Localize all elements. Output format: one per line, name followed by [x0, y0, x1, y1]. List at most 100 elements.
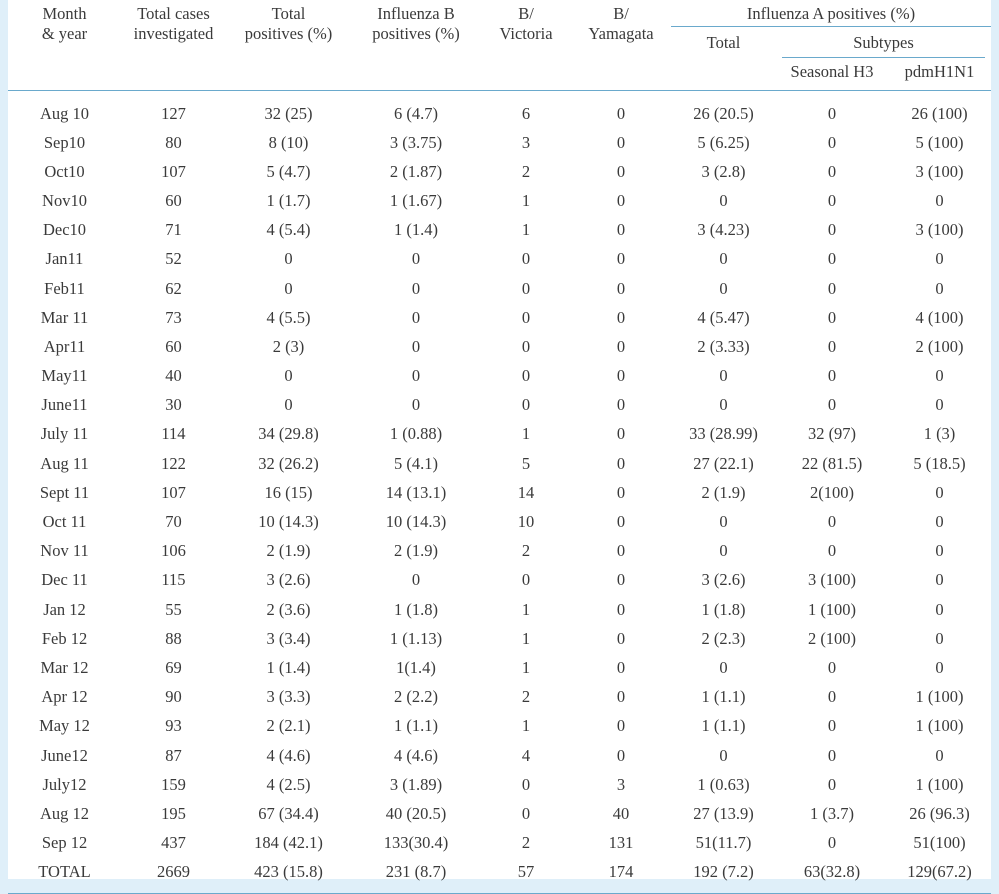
cell-influenza-a-total: 5 (6.25): [697, 132, 750, 152]
cell-seasonal-h3: 0: [827, 512, 837, 532]
cell-influenza-a-total: 0: [719, 512, 728, 532]
cell-influenza-b-positives: 3 (1.89): [389, 774, 443, 794]
cell-b-yamagata: 0: [616, 424, 626, 444]
cell-pdmh1n1: 0: [935, 599, 944, 619]
cell-seasonal-h3: 0: [827, 657, 837, 677]
table-row: May 12 93 2 (2.1) 1 (1.1) 1 0 1 (1.1) 0 1 (100): [8, 712, 991, 741]
cell-b-yamagata: 0: [616, 541, 626, 561]
cell-influenza-a-total: 0: [719, 745, 728, 765]
cell-month-year: Jan 12: [43, 599, 86, 619]
cell-b-yamagata: 0: [616, 570, 626, 590]
cell-total-cases: 87: [165, 745, 182, 765]
cell-pdmh1n1: 3 (100): [915, 161, 964, 181]
table-row: May11 40 0 0 0 0 0 0 0: [8, 362, 991, 391]
cell-month-year: Mar 11: [40, 307, 89, 327]
cell-influenza-b-positives: 40 (20.5): [385, 803, 447, 823]
table-row: Mar 11 73 4 (5.5) 0 0 0 4 (5.47) 0 4 (100): [8, 303, 991, 332]
cell-influenza-a-total: 26 (20.5): [693, 103, 754, 123]
cell-total-cases: 52: [165, 249, 182, 269]
cell-pdmh1n1: 0: [935, 190, 944, 210]
cell-seasonal-h3: 0: [827, 307, 837, 327]
cell-b-victoria: 1: [521, 628, 531, 648]
cell-influenza-a-total: 0: [719, 541, 728, 561]
cell-b-yamagata: 0: [616, 307, 626, 327]
cell-influenza-b-positives: 0: [411, 366, 421, 386]
cell-total-cases: 69: [165, 657, 182, 677]
cell-month-year: Apr 12: [41, 687, 88, 707]
cell-influenza-a-total: 0: [719, 657, 728, 677]
cell-total-cases: 122: [161, 453, 186, 473]
cell-total-positives: 0: [284, 249, 293, 269]
cell-b-yamagata: 0: [616, 716, 626, 736]
cell-b-yamagata: 0: [616, 512, 626, 532]
cell-total-cases: 40: [165, 366, 182, 386]
cell-total-positives: 34 (29.8): [258, 424, 319, 444]
cell-influenza-b-positives: 1 (1.13): [389, 628, 443, 648]
cell-b-yamagata: 0: [616, 132, 626, 152]
cell-b-victoria: 6: [521, 103, 531, 123]
cell-b-victoria: 2: [521, 687, 531, 707]
cell-seasonal-h3: 0: [827, 161, 837, 181]
table-row: June11 30 0 0 0 0 0 0 0: [8, 391, 991, 420]
cell-pdmh1n1: 0: [935, 482, 944, 502]
cell-seasonal-h3: 22 (81.5): [801, 453, 863, 473]
cell-b-victoria: 2: [521, 161, 531, 181]
cell-b-yamagata: 0: [616, 366, 626, 386]
cell-seasonal-h3: 0: [827, 395, 837, 415]
cell-b-victoria: 5: [521, 453, 531, 473]
cell-seasonal-h3: 0: [827, 336, 837, 356]
table-row: Sept 11 107 16 (15) 14 (13.1) 14 0 2 (1.9) 2(10…: [8, 478, 991, 507]
cell-total-cases: 90: [165, 687, 182, 707]
cell-b-victoria: 3: [521, 132, 531, 152]
cell-influenza-b-positives: 0: [411, 278, 421, 298]
cell-total-positives: 4 (4.6): [266, 745, 311, 765]
cell-month-year: Sep 12: [41, 833, 88, 853]
table-row: Aug 10 127 32 (25) 6 (4.7) 6 0 26 (20.5) 0 26 (1…: [8, 91, 991, 129]
cell-b-yamagata: 0: [616, 190, 626, 210]
cell-influenza-a-total: 0: [719, 190, 728, 210]
cell-influenza-b-positives: 6 (4.7): [394, 103, 438, 123]
cell-total-cases: 30: [165, 395, 182, 415]
header-b-victoria: B/Victoria: [481, 0, 571, 91]
cell-seasonal-h3: 2 (100): [807, 628, 857, 648]
cell-total-cases: 93: [165, 716, 182, 736]
cell-total-cases: 73: [165, 307, 182, 327]
cell-month-year: Mar 12: [40, 657, 89, 677]
cell-total-cases: 60: [165, 190, 182, 210]
header-subtypes: Subtypes: [776, 27, 991, 61]
table-row: Dec10 71 4 (5.4) 1 (1.4) 1 0 3 (4.23) 0 3 (100): [8, 216, 991, 245]
cell-pdmh1n1: 0: [935, 366, 944, 386]
cell-total-positives: 8 (10): [268, 132, 309, 152]
cell-seasonal-h3: 0: [827, 132, 837, 152]
cell-total-cases: 107: [161, 161, 186, 181]
cell-influenza-b-positives: 10 (14.3): [385, 512, 447, 532]
table-row: TOTAL 2669 423 (15.8) 231 (8.7) 57 174 192 (7.…: [8, 858, 991, 894]
cell-influenza-b-positives: 2 (1.9): [394, 541, 438, 561]
cell-b-victoria: 0: [521, 366, 531, 386]
cell-month-year: Aug 11: [40, 453, 89, 473]
cell-influenza-a-total: 27 (22.1): [693, 453, 754, 473]
cell-b-victoria: 1: [521, 716, 531, 736]
cell-b-yamagata: 0: [616, 220, 626, 240]
table-row: Mar 12 69 1 (1.4) 1(1.4) 1 0 0 0 0: [8, 653, 991, 682]
cell-pdmh1n1: 0: [935, 278, 944, 298]
cell-total-positives: 0: [284, 395, 293, 415]
cell-month-year: July12: [42, 774, 87, 794]
cell-influenza-b-positives: 4 (4.6): [394, 745, 438, 765]
cell-influenza-b-positives: 1 (0.88): [389, 424, 443, 444]
cell-pdmh1n1: 5 (18.5): [913, 453, 966, 473]
cell-total-positives: 32 (25): [264, 103, 313, 123]
cell-influenza-b-positives: 1 (1.4): [394, 220, 438, 240]
cell-influenza-a-total: 33 (28.99): [689, 424, 758, 444]
cell-pdmh1n1: 1 (3): [923, 424, 956, 444]
cell-b-victoria: 10: [517, 512, 535, 532]
cell-b-yamagata: 0: [616, 278, 626, 298]
cell-total-cases: 80: [165, 132, 182, 152]
cell-influenza-b-positives: 0: [411, 395, 421, 415]
cell-total-positives: 1 (1.7): [266, 190, 311, 210]
cell-month-year: Oct10: [44, 161, 85, 181]
cell-pdmh1n1: 0: [935, 570, 944, 590]
cell-total-positives: 2 (3): [272, 336, 305, 356]
cell-pdmh1n1: 4 (100): [915, 307, 964, 327]
subtypes-divider: [782, 57, 985, 58]
